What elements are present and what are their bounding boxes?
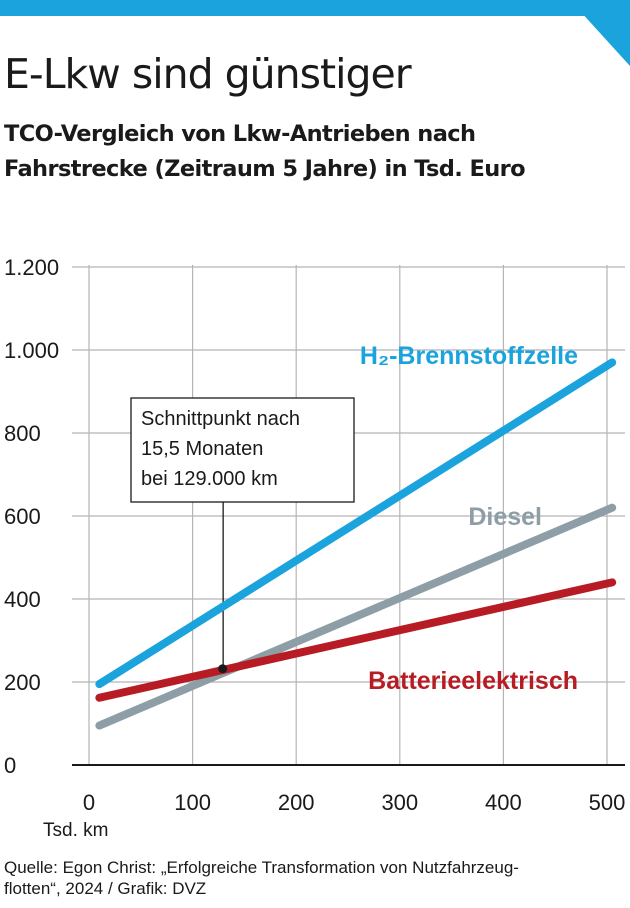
series-line-h2 bbox=[95, 358, 617, 689]
top-accent-bar bbox=[0, 0, 630, 16]
x-tick-label: 100 bbox=[174, 790, 211, 815]
y-tick-label: 1.200 bbox=[4, 255, 59, 280]
x-tick-label: 500 bbox=[589, 790, 626, 815]
intersection-point bbox=[218, 664, 228, 674]
y-tick-label: 1.000 bbox=[4, 338, 59, 363]
series-label-diesel: Diesel bbox=[468, 503, 542, 531]
y-tick-label: 200 bbox=[4, 670, 41, 695]
corner-accent-triangle bbox=[570, 0, 630, 66]
x-tick-label: 300 bbox=[381, 790, 418, 815]
annotation-text-line: 15,5 Monaten bbox=[141, 438, 263, 460]
corner-accent-icon bbox=[570, 0, 630, 66]
source-line-1: Quelle: Egon Christ: „Erfolgreiche Trans… bbox=[4, 858, 519, 877]
y-tick-label: 800 bbox=[4, 421, 41, 446]
series-label-h2: H₂-Brennstoffzelle bbox=[360, 342, 578, 370]
source-line-2: flotten“, 2024 / Grafik: DVZ bbox=[4, 879, 207, 898]
top-accent-bar-fill bbox=[0, 0, 630, 16]
x-axis-label: Tsd. km bbox=[43, 820, 108, 841]
y-tick-label: 400 bbox=[4, 587, 41, 612]
x-tick-label: 0 bbox=[83, 790, 95, 815]
source-note: Quelle: Egon Christ: „Erfolgreiche Trans… bbox=[4, 857, 626, 899]
line-chart: 0 200 400 600 800 1.000 1.200 0 100 200 300 400 500 T… bbox=[4, 255, 626, 841]
annotation-text-line: Schnittpunkt nach bbox=[141, 408, 300, 430]
x-tick-label: 200 bbox=[278, 790, 315, 815]
chart-subtitle-line-1: TCO-Vergleich von Lkw-Antrieben nach bbox=[4, 121, 476, 147]
chart-title: E-Lkw sind günstiger bbox=[4, 50, 412, 98]
y-tick-label: 600 bbox=[4, 504, 41, 529]
annotation-text-line: bei 129.000 km bbox=[141, 468, 278, 490]
series-label-battery: Batterieelektrisch bbox=[368, 667, 578, 695]
series-line-diesel bbox=[95, 503, 617, 730]
x-tick-label: 400 bbox=[485, 790, 522, 815]
chart-subtitle-line-2: Fahrstrecke (Zeitraum 5 Jahre) in Tsd. E… bbox=[4, 156, 526, 182]
annotation-box bbox=[130, 397, 355, 503]
series-line-battery bbox=[95, 578, 617, 702]
chart-subtitle: TCO-Vergleich von Lkw-Antrieben nach Fah… bbox=[4, 117, 624, 187]
y-tick-label: 0 bbox=[4, 753, 16, 778]
